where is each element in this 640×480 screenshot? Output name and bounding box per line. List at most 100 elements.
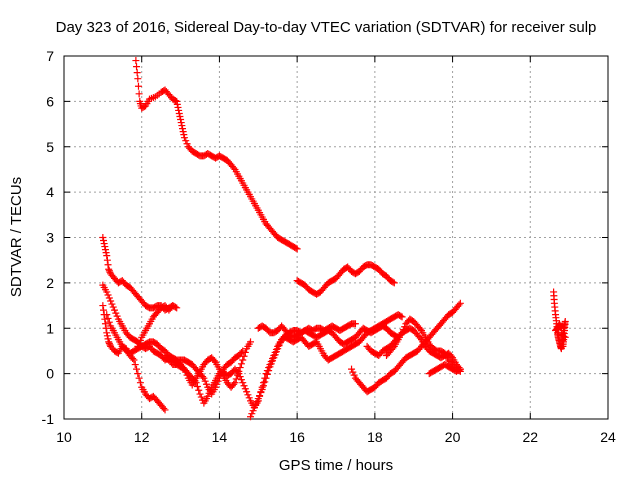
data-point — [173, 100, 181, 108]
data-point — [135, 374, 143, 382]
x-tick-label: 12 — [134, 429, 150, 445]
data-point — [256, 392, 264, 400]
x-tick-label: 14 — [212, 429, 228, 445]
data-point — [398, 313, 406, 321]
x-tick-label: 10 — [56, 429, 72, 445]
data-point — [99, 302, 107, 310]
data-point — [99, 234, 107, 241]
data-point — [131, 361, 139, 369]
data-point — [206, 386, 214, 394]
data-point — [101, 246, 109, 254]
data-point — [180, 131, 188, 139]
x-tick-label: 22 — [522, 429, 538, 445]
x-axis-label: GPS time / hours — [279, 457, 393, 474]
data-point — [234, 368, 242, 376]
data-point — [397, 312, 405, 320]
data-point — [267, 360, 275, 368]
data-point — [134, 342, 142, 350]
data-point — [272, 348, 280, 356]
data-point — [197, 393, 205, 401]
data-point — [103, 288, 111, 296]
data-point — [230, 380, 238, 388]
y-tick-label: 1 — [46, 320, 54, 336]
y-tick-label: 7 — [46, 48, 54, 64]
data-point — [103, 332, 111, 340]
data-point — [416, 325, 424, 333]
data-point — [132, 57, 140, 65]
data-point — [401, 323, 409, 331]
y-tick-label: 5 — [46, 139, 54, 155]
data-point — [456, 299, 464, 307]
data-point — [237, 360, 245, 368]
data-point — [135, 90, 143, 98]
data-point — [133, 63, 141, 71]
x-tick-label: 16 — [289, 429, 305, 445]
data-point — [258, 386, 266, 394]
data-point — [133, 69, 141, 77]
data-point — [275, 342, 283, 350]
data-point — [101, 320, 109, 328]
series-track-7 — [134, 302, 177, 350]
data-point — [269, 357, 277, 365]
data-point — [101, 315, 109, 323]
data-point — [136, 336, 144, 344]
data-point — [177, 116, 185, 124]
data-point — [192, 379, 200, 387]
data-point — [201, 377, 209, 385]
data-series — [99, 57, 569, 421]
series-track-10 — [254, 322, 402, 348]
series-track-9 — [247, 311, 406, 421]
data-point — [455, 301, 463, 309]
data-point — [350, 371, 358, 379]
data-point — [293, 245, 301, 253]
plot-frame — [63, 55, 609, 420]
data-point — [178, 122, 186, 130]
data-point — [456, 365, 464, 373]
data-point — [173, 304, 181, 312]
y-tick-label: -1 — [42, 411, 55, 427]
data-point — [262, 374, 270, 382]
data-point — [455, 366, 463, 374]
data-point — [103, 256, 111, 264]
x-tick-label: 20 — [445, 429, 461, 445]
x-tick-label: 24 — [600, 429, 616, 445]
data-point — [171, 97, 179, 105]
data-point — [240, 352, 248, 360]
data-point — [101, 243, 109, 251]
series-track-1 — [132, 57, 301, 253]
data-point — [241, 348, 249, 356]
data-point — [252, 401, 260, 409]
data-point — [200, 374, 208, 382]
data-point — [179, 125, 187, 133]
data-point — [105, 265, 113, 273]
y-tick-label: 6 — [46, 93, 54, 109]
data-point — [247, 338, 255, 346]
data-point — [257, 389, 265, 397]
data-point — [232, 375, 240, 383]
data-point — [237, 376, 245, 384]
data-point — [100, 240, 108, 248]
data-point — [561, 333, 569, 341]
data-point — [133, 365, 141, 373]
data-point — [105, 267, 113, 275]
data-point — [105, 338, 113, 346]
data-point — [202, 380, 210, 388]
data-point — [261, 378, 269, 386]
series-track-15 — [550, 288, 569, 353]
data-point — [105, 318, 113, 326]
data-point — [254, 395, 262, 403]
data-point — [112, 309, 120, 317]
data-point — [416, 334, 424, 342]
data-point — [100, 306, 108, 314]
data-point — [103, 311, 111, 319]
data-point — [349, 368, 357, 376]
data-point — [199, 373, 207, 381]
y-tick-label: 2 — [46, 275, 54, 291]
data-point — [108, 300, 116, 308]
data-point — [230, 164, 238, 172]
data-point — [235, 370, 243, 378]
data-point — [161, 406, 169, 414]
data-point — [553, 325, 561, 333]
data-point — [100, 237, 108, 245]
